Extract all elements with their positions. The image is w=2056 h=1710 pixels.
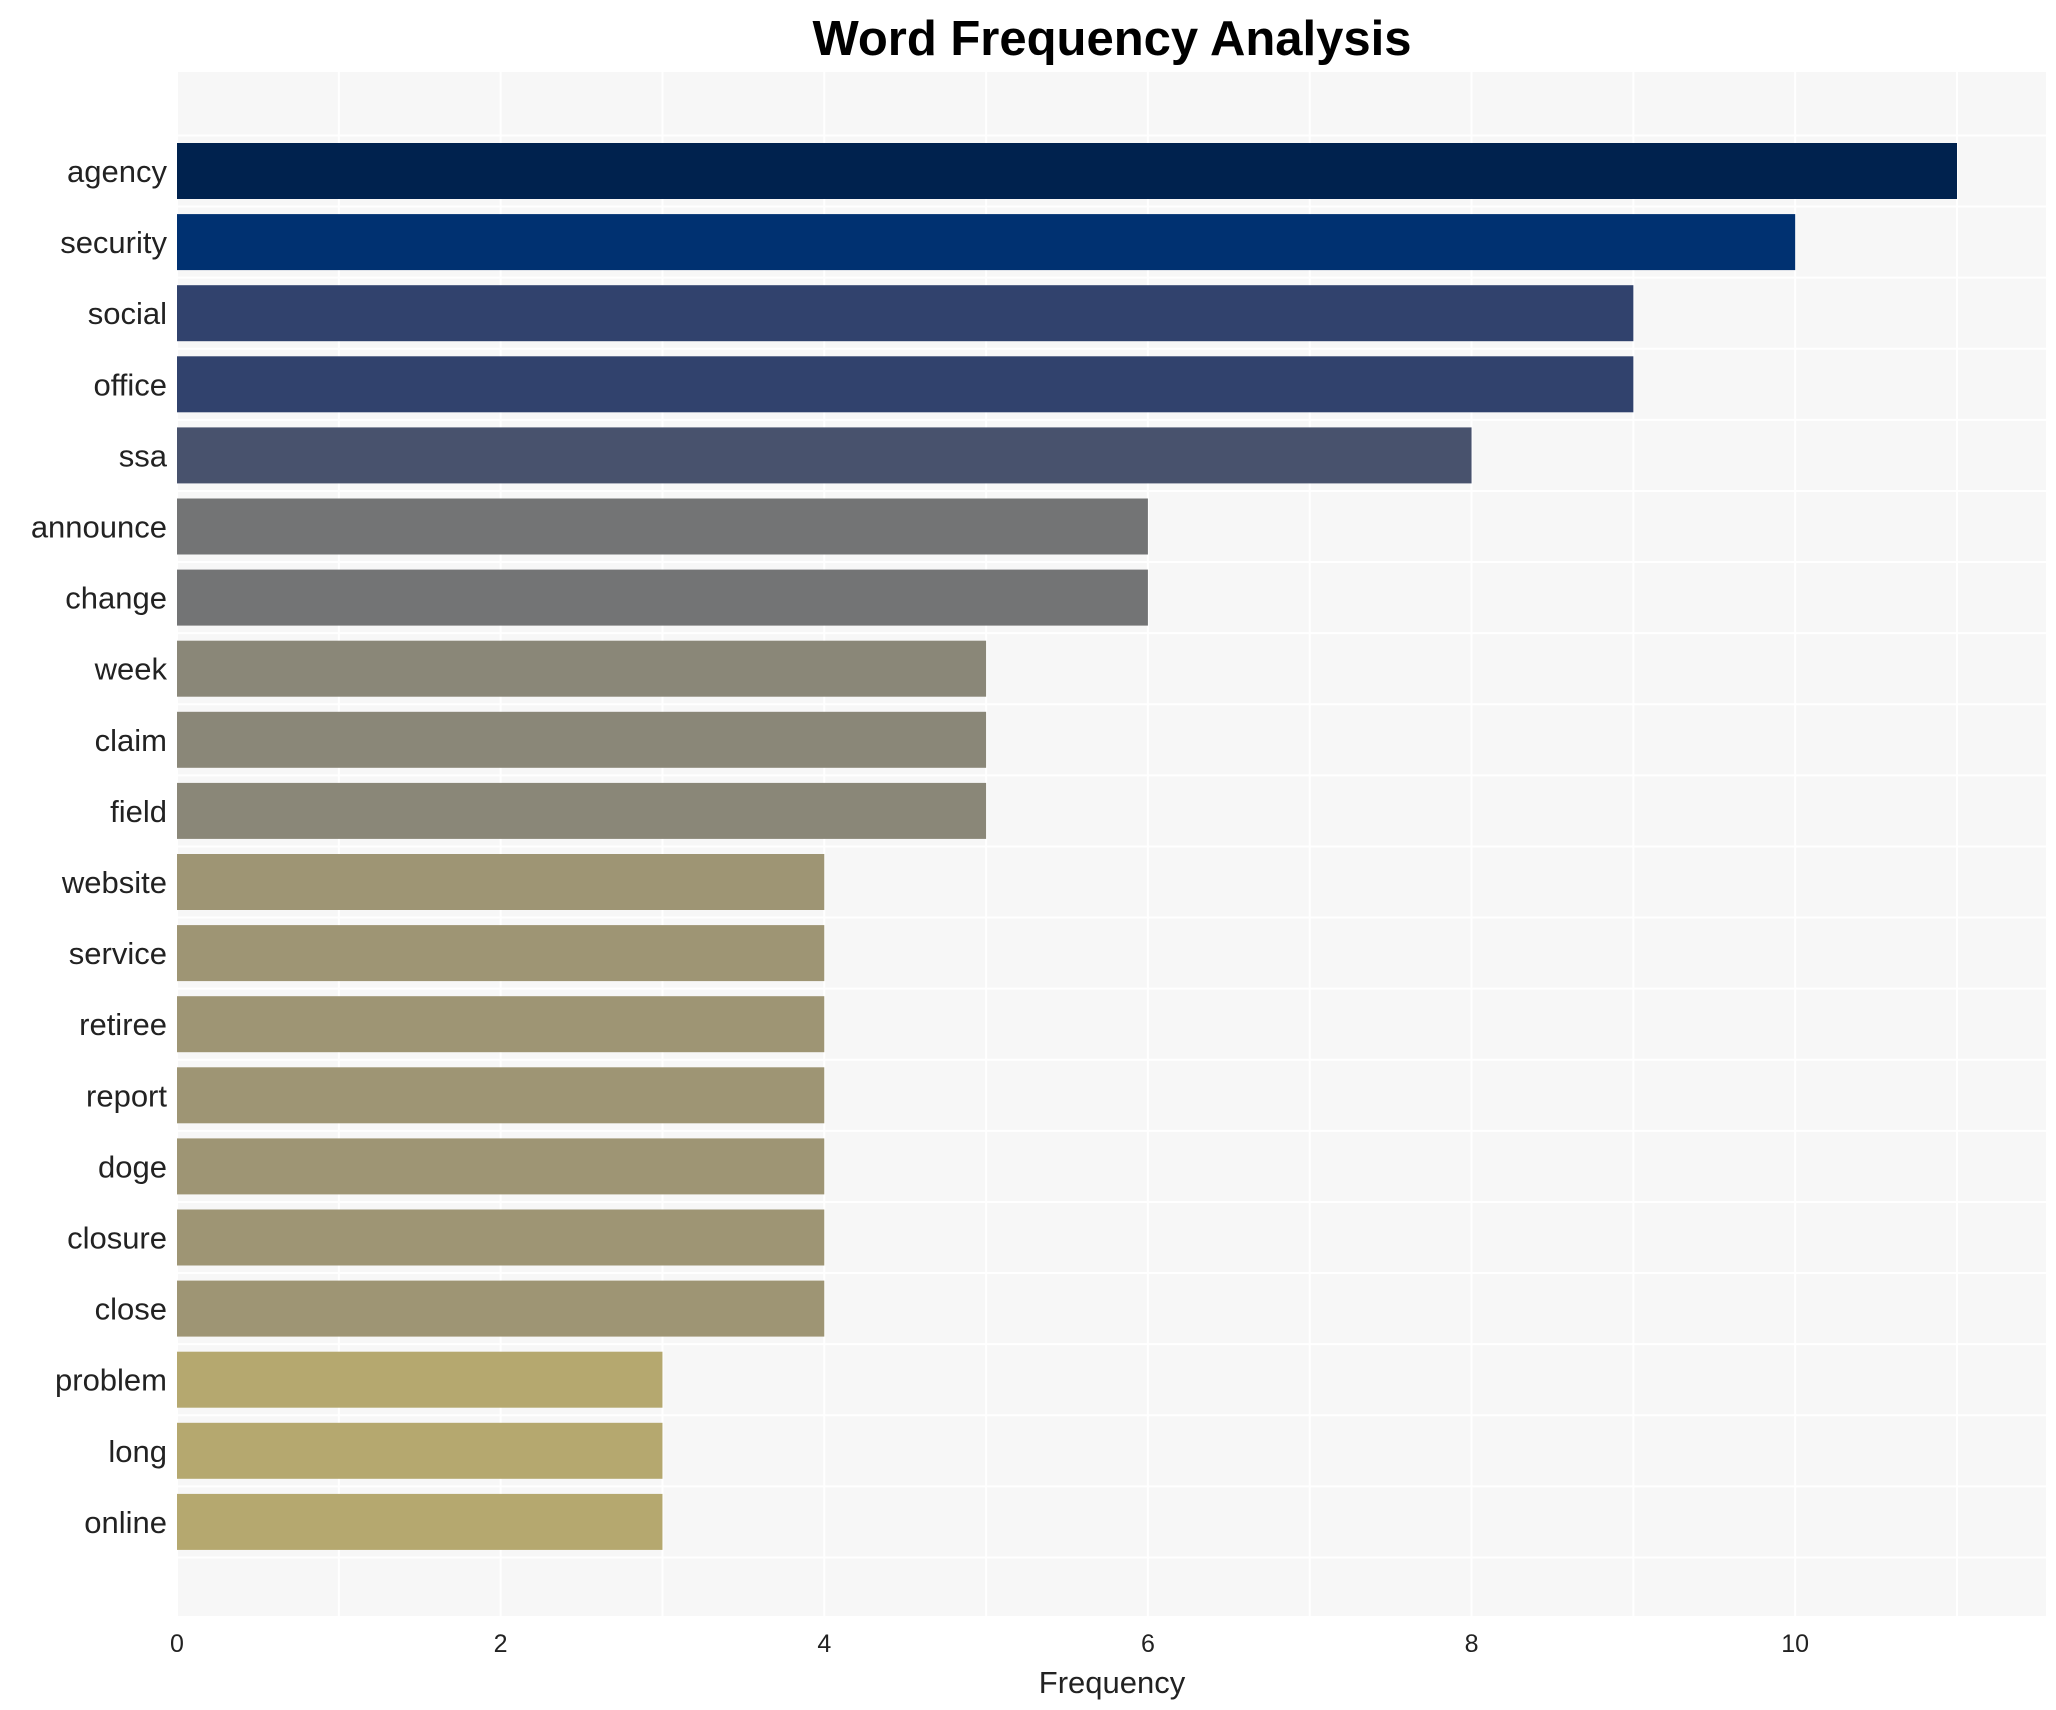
bar-week (177, 640, 987, 697)
x-tick-label: 6 (1141, 1630, 1155, 1658)
y-tick-label: website (61, 865, 167, 900)
bar-field (177, 782, 987, 839)
x-tick-label: 10 (1781, 1630, 1809, 1658)
bar-closure (177, 1209, 825, 1266)
bar-office (177, 356, 1634, 413)
bar-change (177, 569, 1148, 626)
x-tick-label: 4 (817, 1630, 831, 1658)
y-tick-label: report (86, 1078, 167, 1113)
bar-website (177, 854, 825, 910)
bar-close (177, 1280, 825, 1337)
bar-social (177, 285, 1634, 342)
x-axis-label: Frequency (1039, 1665, 1186, 1700)
x-tick-label: 8 (1465, 1630, 1479, 1658)
y-tick-label: online (84, 1505, 167, 1540)
bars (177, 143, 1957, 1550)
bar-problem (177, 1351, 663, 1408)
y-tick-label: close (95, 1292, 167, 1327)
bar-doge (177, 1138, 825, 1195)
bar-claim (177, 711, 987, 768)
bar-agency (177, 143, 1957, 199)
y-tick-label: retiree (79, 1007, 167, 1042)
y-axis-tick-labels: agency security social office ssa announce cha… (31, 154, 168, 1540)
y-tick-label: claim (95, 723, 167, 758)
bar-security (177, 214, 1796, 271)
y-tick-label: security (60, 225, 167, 260)
y-tick-label: problem (55, 1363, 167, 1398)
y-tick-label: change (65, 581, 167, 616)
y-tick-label: service (69, 936, 167, 971)
y-tick-label: week (94, 652, 168, 687)
x-tick-label: 2 (494, 1630, 508, 1658)
bar-report (177, 1067, 825, 1124)
chart-title: Word Frequency Analysis (812, 12, 1411, 66)
y-tick-label: office (93, 367, 167, 402)
y-tick-label: social (88, 296, 167, 331)
bar-retiree (177, 996, 825, 1053)
y-tick-label: long (108, 1434, 167, 1469)
x-tick-label: 0 (170, 1630, 184, 1658)
bar-online (177, 1493, 663, 1550)
y-tick-label: agency (67, 154, 167, 189)
y-tick-label: field (110, 794, 167, 829)
y-tick-label: announce (31, 510, 167, 545)
y-tick-label: ssa (119, 438, 168, 473)
y-tick-label: closure (67, 1221, 167, 1256)
x-axis-tick-labels: 0 2 4 6 8 10 (170, 1630, 1809, 1658)
bar-ssa (177, 427, 1472, 484)
bar-service (177, 925, 825, 982)
bar-announce (177, 498, 1148, 555)
bar-long (177, 1422, 663, 1479)
y-tick-label: doge (98, 1149, 167, 1184)
